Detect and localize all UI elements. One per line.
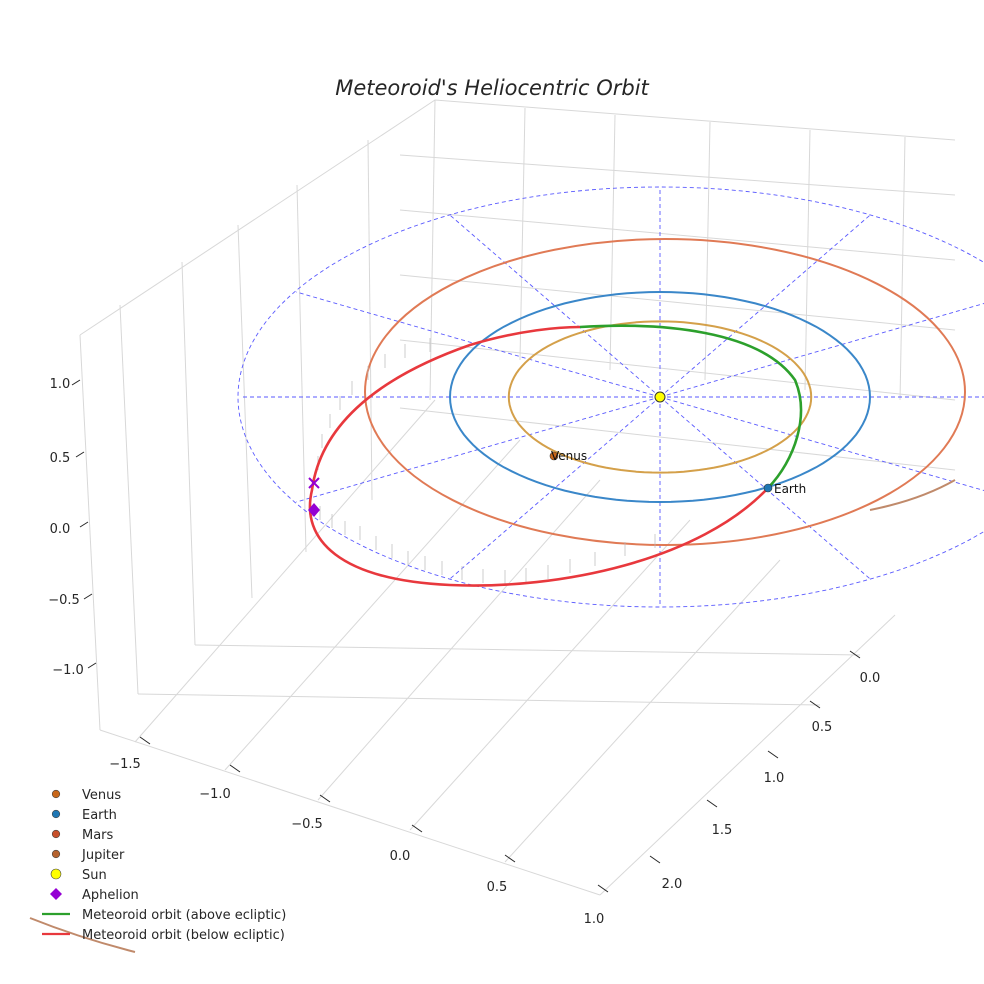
bottom-right-edge — [599, 614, 896, 896]
gridline-y-2 — [609, 114, 616, 371]
legend-marker-circle — [50, 868, 62, 880]
ecliptic-radial-line — [659, 214, 871, 398]
venus-orbit — [507, 320, 813, 474]
axes-background — [80, 100, 955, 895]
y-tick-mark — [706, 799, 718, 808]
z-tick-mark — [87, 662, 97, 669]
x-tick-mark — [597, 884, 609, 893]
legend-marker-circle — [51, 849, 61, 859]
gridline-x-2 — [181, 261, 196, 646]
ecliptic-radial-line — [449, 214, 661, 398]
left-pane-edge — [79, 334, 101, 731]
mars-orbit — [364, 238, 966, 546]
y-tick-label: 1.5 — [712, 823, 733, 838]
floor-gridline-5 — [504, 559, 781, 863]
floor-gridline-4 — [409, 519, 691, 831]
aphelion-projection-marker — [308, 477, 320, 489]
z-tick-label: 0.5 — [50, 451, 71, 466]
x-tick-label: −1.5 — [109, 757, 141, 772]
y-tick-label: 0.0 — [860, 671, 881, 686]
ecliptic-radial-line — [659, 396, 871, 580]
bottom-front-edge — [99, 729, 601, 896]
gridline-z-1 — [399, 154, 956, 196]
chart-title: Meteoroid's Heliocentric Orbit — [335, 76, 649, 100]
y-tick-mark — [767, 750, 779, 759]
sun-marker — [654, 391, 666, 403]
x-tick-mark — [411, 824, 423, 833]
legend-marker-circle — [51, 829, 61, 839]
back-corner-edge — [429, 99, 436, 401]
y-tick-label: 0.5 — [812, 720, 833, 735]
venus-marker — [549, 451, 559, 461]
y-tick-label: 2.0 — [662, 877, 683, 892]
body-markers: Venus Earth — [308, 391, 806, 517]
gridline-z-3 — [399, 274, 956, 331]
meteoroid-orbit-above — [579, 324, 803, 489]
y-tick-label: 1.0 — [764, 771, 785, 786]
legend-label: Meteoroid orbit (above ecliptic) — [82, 908, 286, 923]
floor-gridline-6 — [194, 644, 861, 656]
x-tick-label: −1.0 — [199, 787, 231, 802]
z-tick-mark — [75, 451, 85, 458]
aphelion-marker — [308, 503, 320, 517]
legend: Venus Earth Mars Jupiter Sun Aphelion Meteoroi… — [42, 788, 286, 943]
x-tick-mark — [319, 794, 331, 803]
z-tick-label: 0.0 — [50, 522, 71, 537]
gridline-y-3 — [704, 121, 711, 381]
x-tick-mark — [229, 764, 241, 773]
y-tick-mark — [809, 700, 821, 709]
ecliptic-radial-line — [449, 396, 661, 580]
legend-label: Earth — [82, 808, 117, 823]
meteoroid-orbit-below — [308, 325, 769, 587]
legend-marker-circle — [51, 789, 61, 799]
gridline-z-5 — [399, 407, 956, 471]
x-tick-label: 0.0 — [390, 849, 411, 864]
z-tick-label: −1.0 — [52, 663, 84, 678]
floor-gridline-7 — [137, 693, 821, 706]
earth-label: Earth — [774, 482, 806, 496]
floor-gridline-1 — [134, 399, 436, 743]
z-tick-label: −0.5 — [48, 593, 80, 608]
jupiter-orbit-arc — [29, 479, 956, 953]
venus-label: Venus — [551, 449, 587, 463]
axis-ticks: −1.5 −1.0 −0.5 0.0 0.5 1.0 0.0 0.5 1.0 1.5 2.0 1.0 0… — [48, 377, 880, 927]
gridline-z-4 — [399, 339, 956, 401]
y-tick-mark — [849, 650, 861, 659]
gridline-y-5 — [899, 136, 906, 401]
orbit-projection-stems — [317, 338, 656, 584]
legend-label: Aphelion — [82, 888, 139, 903]
legend-label: Sun — [82, 868, 107, 883]
x-tick-label: −0.5 — [291, 817, 323, 832]
legend-label: Jupiter — [81, 848, 125, 863]
gridline-x-1 — [119, 304, 139, 695]
x-tick-label: 1.0 — [584, 912, 605, 927]
floor-gridline-2 — [224, 439, 521, 771]
x-tick-mark — [139, 736, 151, 745]
gridline-z-2 — [399, 209, 956, 261]
z-tick-mark — [71, 379, 81, 386]
gridline-y-4 — [804, 129, 811, 391]
x-tick-label: 0.5 — [487, 880, 508, 895]
earth-marker — [763, 483, 773, 493]
legend-marker-diamond — [50, 888, 62, 900]
z-tick-label: 1.0 — [50, 377, 71, 392]
axes-panes — [80, 100, 955, 895]
gridline-x-5 — [367, 139, 373, 501]
x-tick-mark — [504, 854, 516, 863]
y-tick-mark — [649, 855, 661, 864]
legend-label: Venus — [82, 788, 121, 803]
gridline-x-3 — [237, 224, 253, 599]
z-tick-mark — [79, 521, 89, 528]
legend-marker-circle — [51, 809, 61, 819]
z-tick-mark — [83, 593, 93, 600]
legend-label: Mars — [82, 828, 114, 843]
legend-label: Meteoroid orbit (below ecliptic) — [82, 928, 285, 943]
meteoroid-orbit — [308, 324, 803, 587]
gridline-x-4 — [296, 184, 307, 553]
